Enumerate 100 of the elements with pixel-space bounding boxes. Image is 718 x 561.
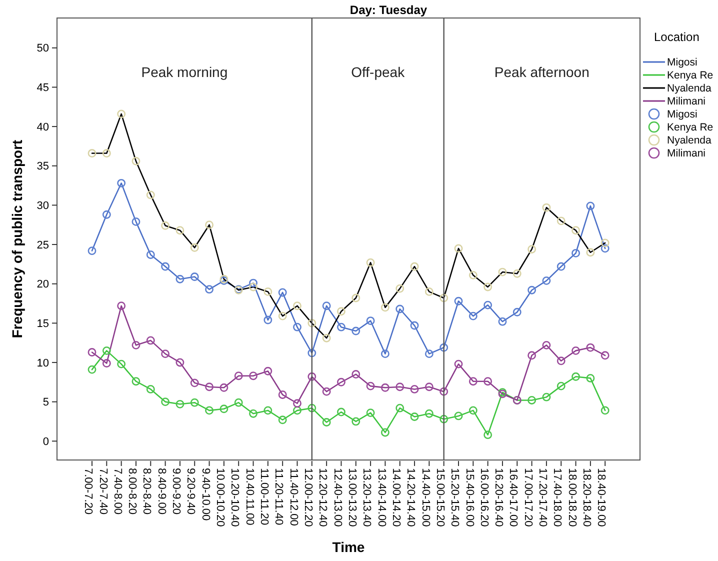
legend-label: Kenya Re [667, 70, 714, 82]
y-tick-label: 50 [36, 42, 49, 55]
x-tick-label: 9.20-9.40 [184, 468, 197, 514]
y-tick-label: 35 [36, 160, 49, 173]
point [88, 348, 96, 356]
x-axis-title: Time [332, 539, 365, 555]
x-tick-label: 12.40-13.00 [331, 468, 344, 527]
x-tick-label: 15.00-15.20 [434, 468, 446, 527]
point [484, 430, 492, 440]
point [352, 294, 360, 302]
x-tick-label: 7.20-7.40 [96, 468, 109, 514]
point [600, 406, 610, 415]
point [454, 360, 463, 368]
point [468, 312, 478, 320]
y-tick-label: 5 [42, 396, 49, 409]
legend-label: Milimani [667, 148, 706, 160]
point [468, 377, 478, 386]
y-axis-title: Frequency of public transport [9, 139, 25, 338]
point [396, 382, 404, 392]
point [600, 244, 610, 253]
point [249, 372, 258, 380]
point [468, 270, 478, 280]
x-tick-label: 11.40-12.00 [287, 468, 300, 526]
point [308, 404, 316, 412]
point [220, 404, 228, 414]
point [146, 250, 155, 259]
x-tick-label: 14.40-15.00 [419, 468, 432, 527]
point [322, 334, 331, 342]
point [586, 202, 595, 210]
point [352, 370, 360, 378]
point [161, 262, 170, 271]
point [600, 351, 610, 360]
point [102, 149, 111, 158]
point [161, 398, 170, 406]
point [102, 359, 111, 368]
x-tick-label: 13.20-13.40 [360, 468, 373, 527]
point [440, 387, 448, 396]
point [88, 246, 96, 256]
point [205, 285, 214, 294]
point [484, 300, 492, 310]
point [249, 282, 258, 292]
x-tick-label: 15.20-15.40 [448, 468, 461, 527]
y-tick-label: 0 [42, 436, 49, 448]
point [102, 210, 111, 219]
point [190, 272, 199, 281]
x-tick-label: 13.40-14.00 [375, 468, 388, 527]
point [410, 385, 419, 394]
point [366, 316, 375, 326]
point [278, 288, 287, 297]
point [440, 343, 448, 352]
point [146, 385, 155, 394]
point [528, 351, 536, 360]
point [528, 396, 536, 404]
y-tick-label: 15 [36, 318, 49, 330]
point [234, 372, 243, 380]
point [117, 110, 126, 118]
x-tick-label: 16.40-17.00 [507, 468, 520, 527]
point [586, 343, 595, 352]
x-tick-label: 14.20-14.40 [404, 468, 417, 527]
x-tick-label: 12.00-12.20 [302, 468, 314, 527]
point [528, 286, 536, 294]
point [278, 390, 287, 399]
point [337, 322, 346, 332]
x-tick-label: 11.00-11.20 [258, 468, 270, 526]
point [264, 287, 272, 296]
point [498, 268, 507, 276]
point [322, 418, 331, 426]
point [88, 365, 96, 374]
point [380, 383, 390, 392]
point [366, 382, 375, 390]
y-tick-label: 25 [36, 239, 49, 252]
x-tick-label: 14.00-14.20 [390, 468, 402, 527]
point [352, 417, 360, 426]
point [264, 366, 272, 376]
point [249, 278, 258, 288]
point [572, 346, 580, 355]
point [484, 282, 492, 292]
annotation: Peak afternoon [494, 64, 590, 80]
x-tick-label: 8.40-9.00 [155, 468, 168, 514]
point [146, 190, 155, 200]
point [600, 238, 610, 248]
x-tick-label: 18.40-19.00 [595, 468, 608, 527]
point [117, 302, 126, 310]
point [176, 400, 184, 408]
point [205, 220, 214, 230]
legend-label: Migosi [667, 108, 698, 121]
legend-label: Migosi [667, 56, 698, 69]
x-tick-label: 17.40-18.00 [551, 468, 564, 527]
point [249, 409, 258, 418]
point [132, 217, 140, 226]
point [278, 416, 287, 424]
point [542, 203, 551, 212]
line-series [91, 113, 606, 339]
point [380, 350, 390, 358]
point [454, 412, 463, 420]
legend-label: Nyalenda [667, 134, 712, 147]
point [556, 356, 566, 366]
point [308, 318, 316, 328]
x-tick-label: 7.00-7.20 [82, 468, 94, 514]
point [366, 258, 375, 267]
